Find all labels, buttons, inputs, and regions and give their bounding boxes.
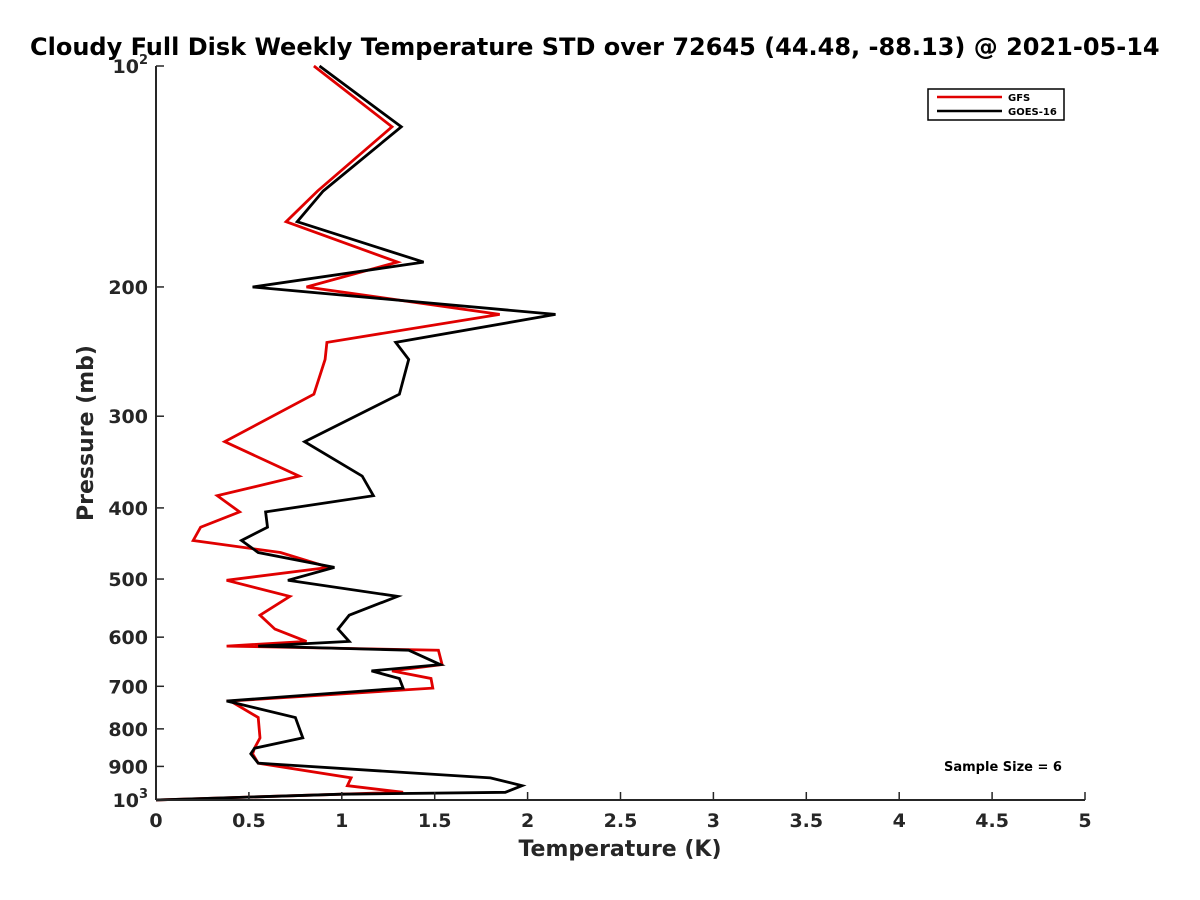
plot-lines: [155, 64, 556, 802]
x-tick-label: 5: [1078, 810, 1091, 832]
x-tick-label: 3: [707, 810, 720, 832]
x-tick-label: 2: [521, 810, 534, 832]
x-tick-label: 4: [893, 810, 906, 832]
y-tick-label: 800: [108, 719, 148, 741]
series-line-goes16: [155, 64, 556, 802]
y-tick-label: 103: [113, 787, 149, 812]
x-tick-label: 0: [149, 810, 162, 832]
chart-title: Cloudy Full Disk Weekly Temperature STD …: [30, 33, 1160, 61]
legend-label-goes16: GOES-16: [1008, 107, 1057, 118]
axes: [155, 65, 1086, 801]
series-line-gfs: [155, 64, 500, 802]
x-tick-label: 1: [335, 810, 348, 832]
x-tick-label: 1.5: [418, 810, 452, 832]
x-tick-label: 2.5: [604, 810, 638, 832]
x-tick-label: 3.5: [789, 810, 823, 832]
y-tick-label: 600: [108, 627, 148, 649]
x-axis-label: Temperature (K): [518, 837, 721, 862]
legend-label-gfs: GFS: [1008, 93, 1030, 104]
y-tick-label: 500: [108, 569, 148, 591]
legend-box: [927, 88, 1065, 121]
y-tick-label: 900: [108, 756, 148, 778]
tick-labels: 0 0.5 1 1.5 2 2.5 3 3.5 4 4.5 51022003004005006007…: [108, 53, 1091, 832]
legend: GFS GOES-16: [927, 88, 1065, 121]
x-tick-label: 0.5: [232, 810, 266, 832]
y-tick-label: 400: [108, 498, 148, 520]
x-tick-label: 4.5: [975, 810, 1009, 832]
y-tick-label: 700: [108, 676, 148, 698]
y-axis-label: Pressure (mb): [74, 345, 99, 521]
sample-size-annotation: Sample Size = 6: [944, 760, 1062, 775]
y-tick-label: 200: [108, 277, 148, 299]
y-tick-label: 300: [108, 406, 148, 428]
